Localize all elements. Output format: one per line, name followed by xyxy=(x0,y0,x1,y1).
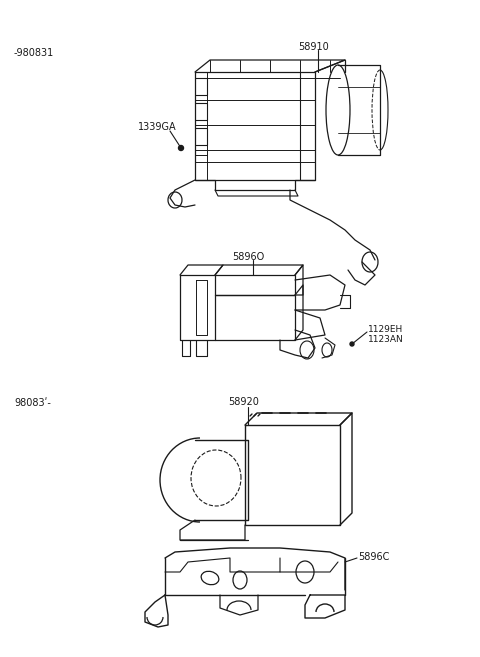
Text: 5896O: 5896O xyxy=(232,252,264,262)
Text: 1339GA: 1339GA xyxy=(138,122,177,132)
Text: 98083ʹ-: 98083ʹ- xyxy=(14,398,51,408)
Text: 58910: 58910 xyxy=(298,42,329,52)
Circle shape xyxy=(179,145,183,150)
Text: 58920: 58920 xyxy=(228,397,259,407)
Text: 1129EH
1123AN: 1129EH 1123AN xyxy=(368,325,404,344)
Text: 5896C: 5896C xyxy=(358,552,389,562)
Text: -980831: -980831 xyxy=(14,48,54,58)
Circle shape xyxy=(350,342,354,346)
